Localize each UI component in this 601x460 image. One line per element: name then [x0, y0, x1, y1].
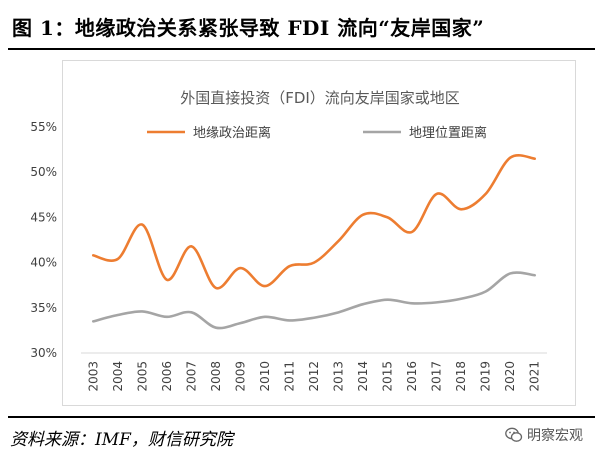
y-tick-label: 30%: [30, 346, 57, 360]
x-tick-label: 2008: [209, 361, 223, 392]
x-tick-label: 2009: [233, 361, 247, 392]
figure-title: 图 1：地缘政治关系紧张导致 FDI 流向“友岸国家”: [12, 16, 485, 40]
y-tick-label: 55%: [30, 120, 57, 134]
chart-title: 外国直接投资（FDI）流向友岸国家或地区: [180, 89, 460, 107]
y-tick-label: 45%: [30, 210, 57, 224]
x-tick-label: 2007: [184, 361, 198, 392]
x-tick-label: 2018: [454, 361, 468, 392]
line-chart: 外国直接投资（FDI）流向友岸国家或地区 30% 35% 40% 45% 50% 55% 20…: [30, 89, 547, 392]
x-tick-label: 2006: [160, 361, 174, 392]
x-tick-label: 2017: [430, 361, 444, 392]
source-note: 资料来源：IMF，财信研究院: [10, 430, 233, 450]
chart-frame: 外国直接投资（FDI）流向友岸国家或地区 30% 35% 40% 45% 50% 55% 20…: [30, 60, 576, 406]
x-tick-label: 2011: [282, 361, 296, 392]
series-line-2: [91, 271, 537, 330]
x-tick-label: 2015: [381, 361, 395, 392]
y-tick-label: 50%: [30, 165, 57, 179]
watermark-text: 明察宏观: [527, 428, 583, 444]
y-tick-label: 35%: [30, 301, 57, 315]
y-tick-label: 40%: [30, 256, 57, 270]
x-tick-label: 2021: [528, 361, 542, 392]
x-tick-label: 2016: [405, 361, 419, 392]
x-tick-label: 2012: [307, 361, 321, 392]
x-tick-label: 2019: [479, 361, 493, 392]
watermark: 明察宏观: [505, 425, 583, 445]
legend-label-1: 地缘政治距离: [193, 125, 271, 141]
x-tick-label: 2003: [86, 361, 100, 392]
top-divider: [8, 48, 595, 50]
series-line-1: [91, 154, 537, 290]
x-tick-label: 2005: [135, 361, 149, 392]
x-tick-label: 2020: [503, 361, 517, 392]
x-tick-label: 2010: [258, 361, 272, 392]
bottom-divider: [8, 416, 595, 418]
wechat-icon: [505, 427, 523, 442]
x-tick-label: 2013: [332, 361, 346, 392]
x-tick-label: 2004: [111, 361, 125, 392]
x-tick-label: 2014: [356, 361, 370, 392]
legend-label-2: 地理位置距离: [409, 125, 487, 141]
